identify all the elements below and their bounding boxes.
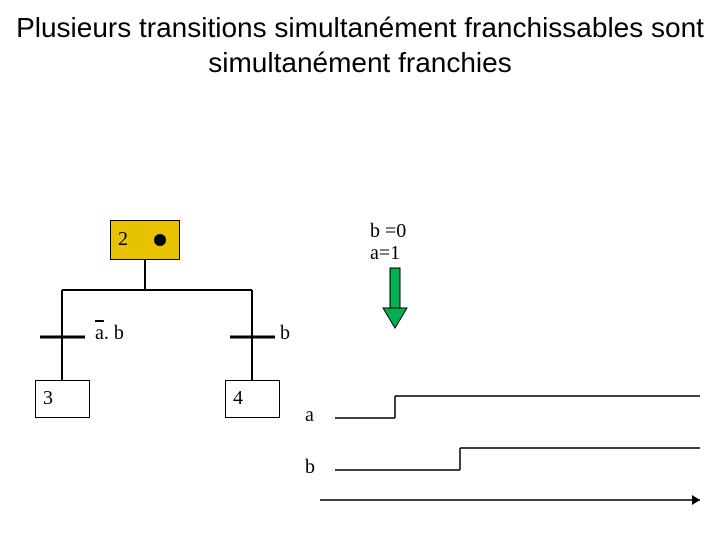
diagram-svg: [0, 0, 720, 540]
